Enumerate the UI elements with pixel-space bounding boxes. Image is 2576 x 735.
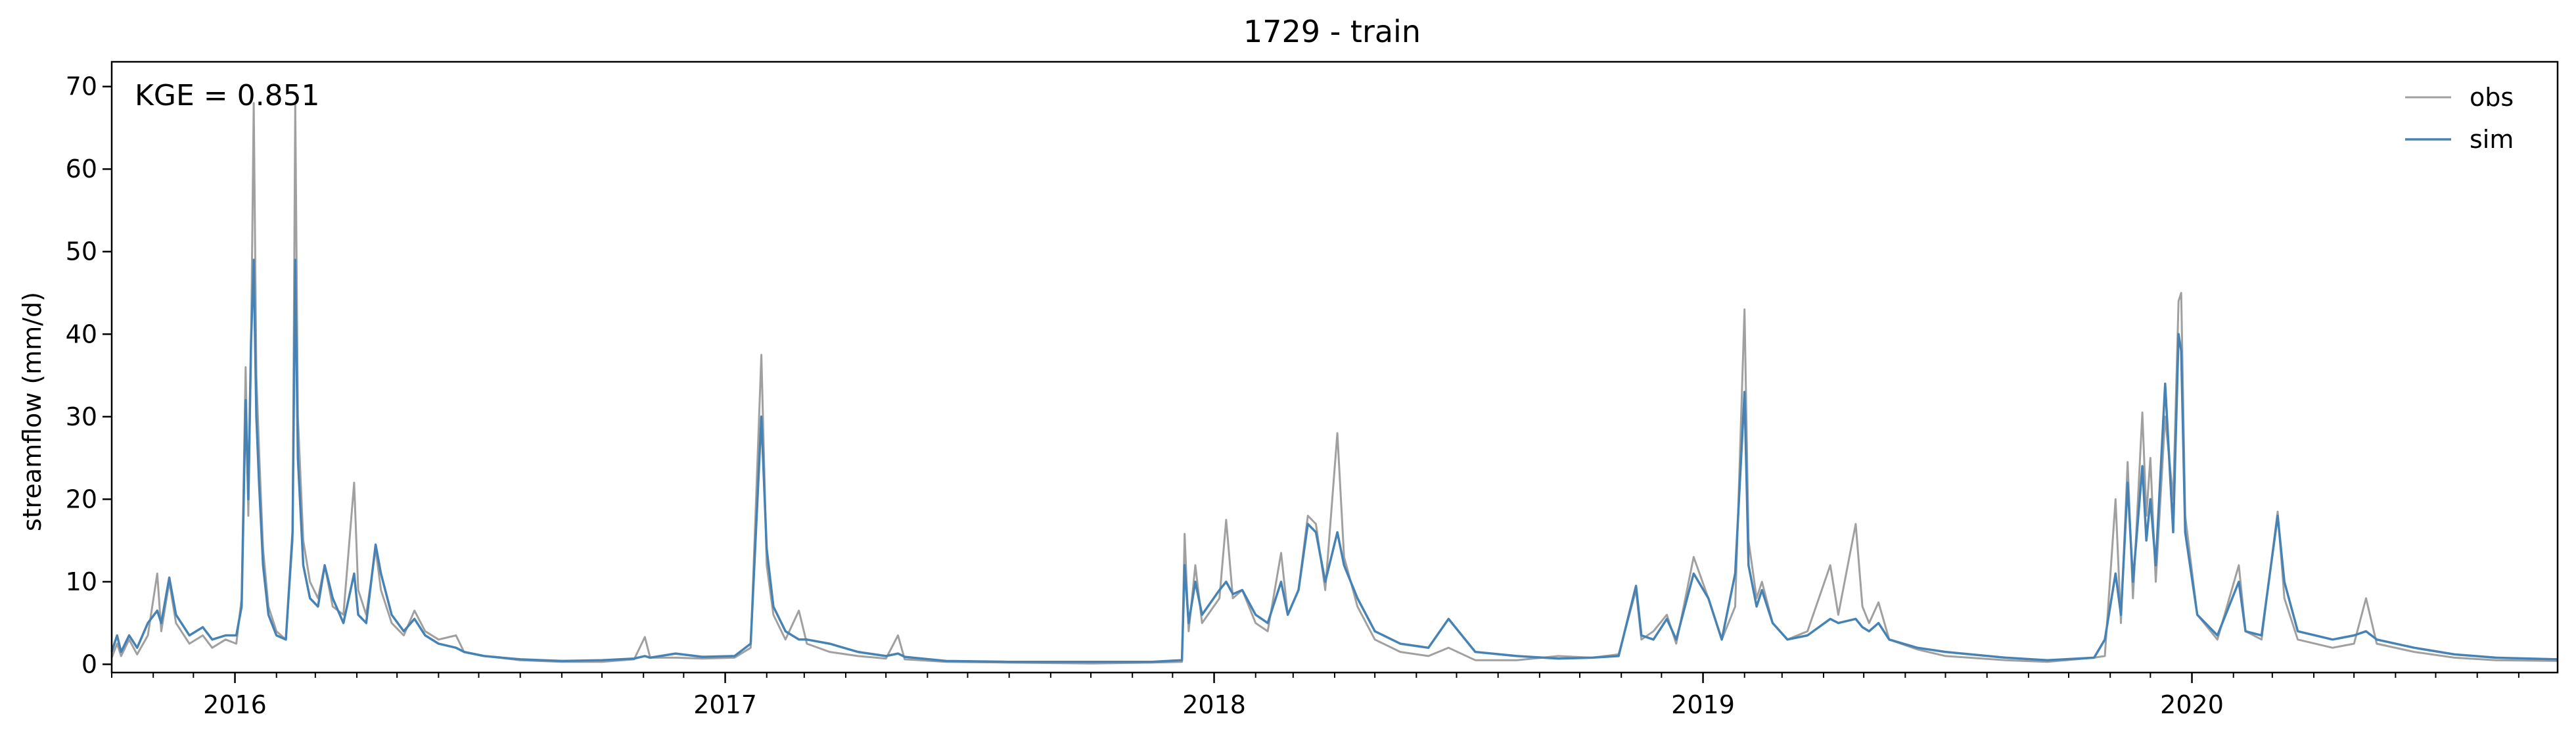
series-line-sim [110,258,2558,663]
y-axis-label: streamflow (mm/d) [18,292,47,531]
x-tick-label: 2018 [1182,690,1246,719]
y-tick-label: 70 [66,72,97,101]
y-tick-label: 0 [81,650,97,678]
legend-label-sim: sim [2470,125,2514,154]
y-tick-label: 50 [66,237,97,266]
series-layer [110,102,2558,665]
x-axis: 2016 2017 2018 2019 2020 [111,673,2519,719]
x-tick-label: 2020 [2160,690,2224,719]
y-tick-label: 30 [66,402,97,431]
x-tick-label: 2019 [1671,690,1735,719]
chart-title: 1729 - train [1243,14,1421,49]
legend-label-obs: obs [2470,83,2514,112]
y-tick-label: 60 [66,154,97,183]
x-tick-label: 2017 [693,690,757,719]
y-tick-label: 40 [66,320,97,348]
y-tick-label: 20 [66,485,97,513]
kge-annotation: KGE = 0.851 [135,79,320,112]
y-axis: 0 10 20 30 40 50 60 70 [66,72,112,678]
x-tick-label: 2016 [203,690,267,719]
y-tick-label: 10 [66,567,97,596]
legend: obs sim [2405,83,2514,154]
